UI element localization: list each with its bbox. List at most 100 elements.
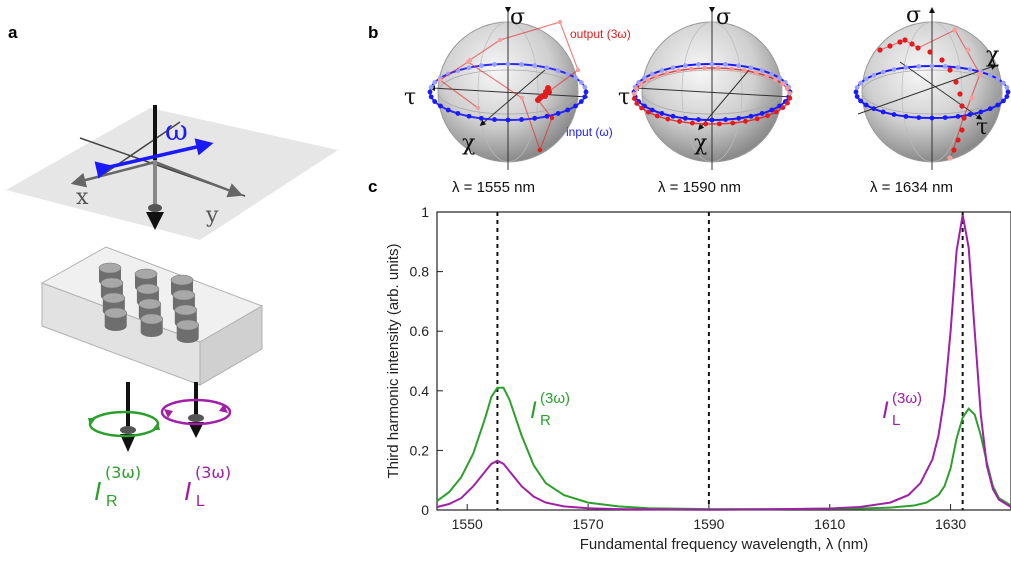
output-point: [437, 77, 443, 83]
output-point: [557, 19, 563, 25]
output-point: [665, 116, 671, 122]
input-point: [759, 68, 765, 73]
input-point: [670, 113, 676, 119]
wavelength-label-2: λ = 1590 nm: [658, 179, 741, 196]
input-point: [492, 62, 497, 67]
x-tick-label: 1590: [693, 516, 724, 532]
input-point: [854, 94, 860, 99]
output-point: [743, 118, 748, 124]
input-point: [492, 117, 497, 122]
output-point: [475, 105, 481, 111]
input-point: [723, 117, 728, 122]
input-point: [565, 71, 571, 77]
input-point: [532, 63, 538, 69]
input-point: [863, 102, 869, 108]
input-point: [769, 71, 775, 77]
y-axis-title: Third harmonic intensity (arb. units): [385, 243, 402, 478]
input-point: [723, 62, 728, 67]
output-point: [780, 81, 785, 87]
y-tick-label: 0.2: [410, 442, 430, 458]
input-point: [555, 68, 561, 73]
input-point: [987, 106, 993, 112]
panel-letter-c: c: [368, 177, 377, 196]
input-point: [987, 72, 993, 78]
series-left-circular: [436, 214, 1011, 511]
input-point: [978, 109, 984, 115]
x-tick-label: 1550: [452, 516, 483, 532]
output-point: [947, 67, 953, 73]
input-point: [871, 72, 877, 78]
output-point: [730, 120, 736, 126]
output-point: [952, 27, 958, 33]
poincare-sphere-1: σ τ χ output (3ω) input (ω) λ = 1555 nm: [404, 5, 631, 196]
input-point: [1001, 80, 1006, 86]
output-point: [773, 77, 778, 83]
input-point: [505, 61, 511, 67]
input-point: [891, 67, 897, 72]
output-point: [959, 127, 965, 133]
input-point: [582, 94, 588, 100]
output-point: [519, 95, 525, 101]
x-axis-label: x: [76, 185, 89, 210]
input-point: [955, 114, 961, 119]
output-point: [729, 66, 735, 72]
tau-label-1: τ: [404, 85, 416, 110]
output-point: [957, 91, 963, 97]
input-point: [955, 65, 961, 70]
il-label-sup: (3ω): [195, 463, 231, 482]
chart-ir-label-sub: R: [540, 412, 551, 429]
input-point: [428, 94, 434, 100]
output-point: [688, 66, 694, 72]
output-point: [915, 45, 921, 51]
output-point: [902, 37, 908, 43]
input-point: [428, 84, 434, 90]
input-point: [438, 103, 443, 109]
output-point: [646, 109, 651, 115]
input-point: [967, 112, 973, 117]
input-point: [736, 63, 742, 69]
output-point: [784, 86, 790, 91]
output-point: [787, 90, 793, 96]
ir-label-sup: (3ω): [105, 463, 141, 482]
left-circular-loop: [160, 398, 232, 426]
input-point: [863, 76, 869, 82]
input-point: [578, 80, 584, 85]
il-label-main: I: [184, 476, 191, 506]
output-point: [887, 43, 893, 49]
input-point: [565, 107, 571, 113]
output-point: [689, 120, 695, 126]
tau-label-2: τ: [618, 85, 630, 110]
sigma-label-3: σ: [906, 3, 921, 28]
input-point: [478, 115, 484, 121]
output-point: [947, 155, 953, 161]
output-point: [909, 41, 915, 47]
input-point: [903, 65, 909, 70]
output-point: [965, 47, 971, 53]
y-tick-label: 0.4: [410, 383, 430, 399]
input-point: [505, 117, 511, 123]
input-point: [466, 65, 472, 71]
chi-label-1: χ: [462, 131, 475, 156]
input-point: [759, 111, 765, 116]
input-point: [891, 112, 897, 117]
input-point: [903, 114, 909, 119]
output-point: [787, 95, 793, 101]
output-point: [631, 96, 637, 102]
output-point: [703, 121, 709, 127]
output-point: [716, 121, 722, 127]
input-point: [583, 89, 589, 95]
output-point: [542, 93, 548, 99]
output-point: [753, 70, 759, 76]
input-point: [427, 89, 433, 95]
input-point: [649, 71, 655, 77]
output-point: [953, 79, 959, 85]
panel-letter-b: b: [368, 23, 378, 42]
input-point: [582, 84, 588, 90]
chart-il-label-sup: (3ω): [892, 390, 922, 407]
input-point: [445, 107, 451, 113]
output-point: [575, 67, 581, 73]
poincare-sphere-3: σ χ τ λ = 1634 nm: [853, 3, 1011, 196]
output-point: [969, 95, 975, 101]
output-point: [702, 65, 708, 71]
